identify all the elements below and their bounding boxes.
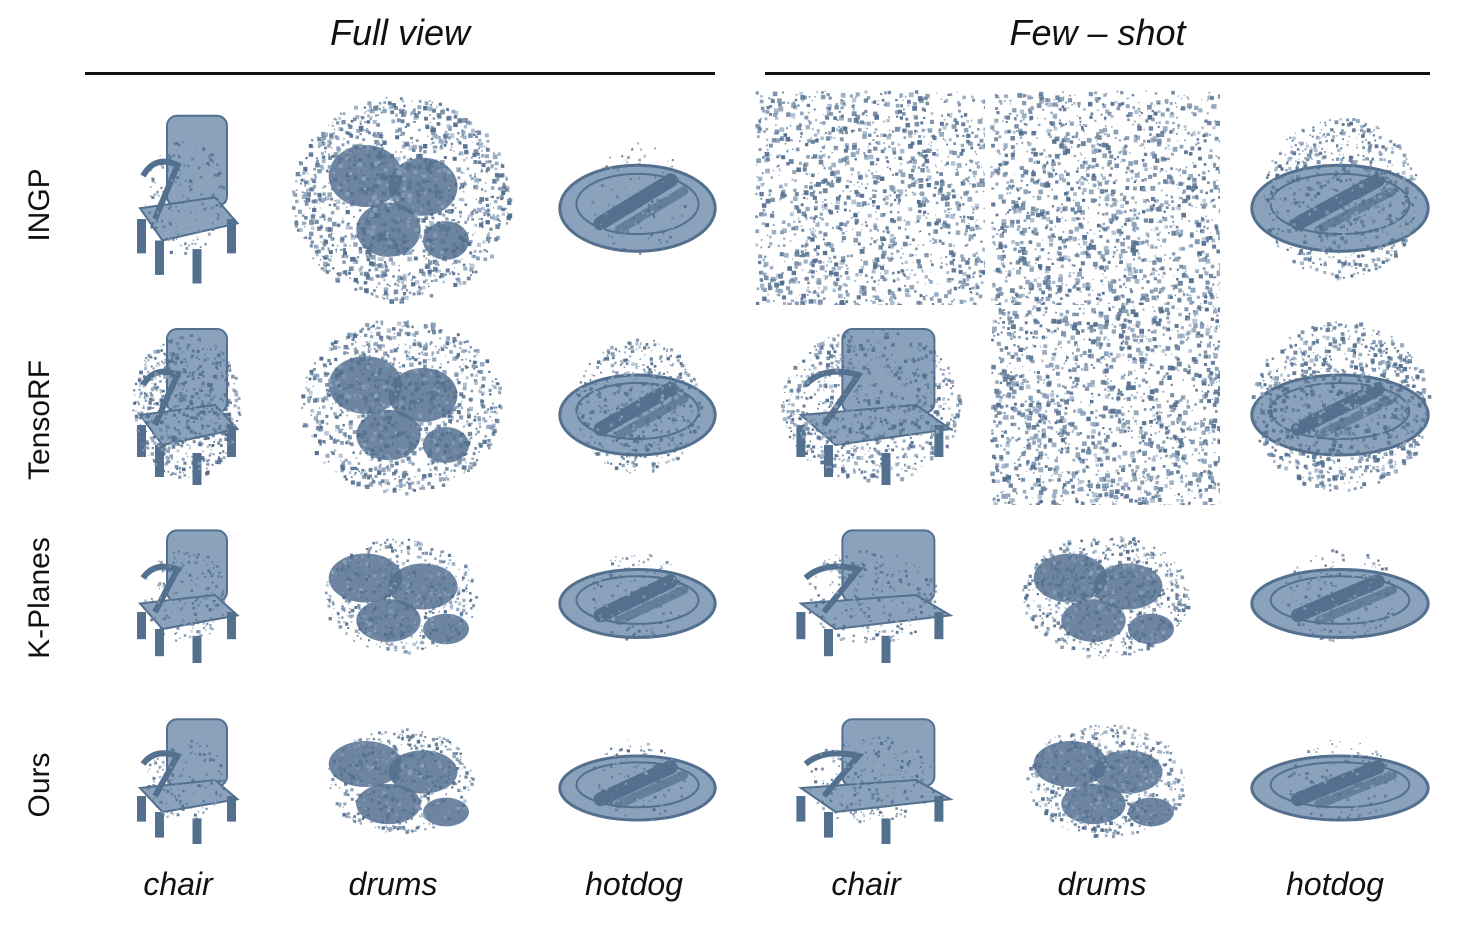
col-label-few-hotdog: hotdog xyxy=(1286,866,1384,902)
point-cloud-render xyxy=(328,728,475,834)
point-cloud-render xyxy=(796,529,954,663)
recon-tensorf-full-drums xyxy=(285,305,515,505)
group-title-full-view: Full view xyxy=(329,12,471,53)
point-cloud-render xyxy=(291,97,513,304)
recon-ingp-full-chair xyxy=(110,90,260,305)
point-cloud-render xyxy=(132,328,242,485)
col-label-full-drums: drums xyxy=(348,866,438,902)
recon-ingp-few-drums xyxy=(990,90,1220,305)
col-label-few-chair: chair xyxy=(831,866,901,902)
point-cloud-render xyxy=(990,90,1220,305)
point-cloud-render xyxy=(755,90,985,305)
recon-tensorf-few-hotdog xyxy=(1235,305,1445,505)
row-label-kplanes: K-Planes xyxy=(23,537,56,659)
recon-ours-few-chair xyxy=(755,700,985,860)
recon-ingp-few-hotdog xyxy=(1235,90,1445,305)
point-cloud-render xyxy=(137,114,240,284)
point-cloud-render xyxy=(325,538,478,655)
recon-kplanes-few-hotdog xyxy=(1235,510,1445,680)
point-cloud-render xyxy=(796,718,954,844)
point-cloud-render xyxy=(1022,535,1191,659)
point-cloud-render xyxy=(780,328,963,485)
group-title-few-shot: Few – shot xyxy=(1009,12,1186,53)
group-rule-few-shot xyxy=(765,72,1430,75)
recon-ours-few-hotdog xyxy=(1235,700,1445,860)
recon-ours-full-chair xyxy=(110,700,260,860)
point-cloud-render xyxy=(558,553,717,641)
point-cloud-render xyxy=(558,142,717,255)
point-cloud-render xyxy=(558,338,717,474)
point-cloud-render xyxy=(1250,321,1432,492)
recon-tensorf-few-chair xyxy=(755,305,985,505)
recon-kplanes-few-chair xyxy=(755,510,985,680)
recon-kplanes-full-chair xyxy=(110,510,260,680)
recon-kplanes-full-hotdog xyxy=(545,510,730,680)
col-label-few-drums: drums xyxy=(1057,866,1147,902)
recon-tensorf-full-hotdog xyxy=(545,305,730,505)
recon-ours-full-hotdog xyxy=(545,700,730,860)
row-label-tensorf: TensoRF xyxy=(23,359,56,481)
recon-ours-few-drums xyxy=(990,700,1220,860)
row-label-ours: Ours xyxy=(23,752,56,818)
point-cloud-render xyxy=(1250,118,1430,281)
col-label-full-hotdog: hotdog xyxy=(585,866,683,902)
point-cloud-render xyxy=(300,320,503,496)
point-cloud-render xyxy=(990,305,1220,505)
point-cloud-render xyxy=(1250,739,1430,822)
recon-kplanes-full-drums xyxy=(285,510,515,680)
recon-ingp-few-chair xyxy=(755,90,985,305)
recon-tensorf-full-chair xyxy=(110,305,260,505)
recon-ours-full-drums xyxy=(285,700,515,860)
group-rule-full-view xyxy=(85,72,715,75)
recon-ingp-full-drums xyxy=(285,90,515,305)
recon-ingp-full-hotdog xyxy=(545,90,730,305)
point-cloud-render xyxy=(1250,549,1430,643)
point-cloud-render xyxy=(137,718,240,844)
point-cloud-render xyxy=(137,529,240,663)
col-label-full-chair: chair xyxy=(143,866,213,902)
row-label-ingp: INGP xyxy=(23,168,56,242)
point-cloud-render xyxy=(1026,724,1185,839)
recon-kplanes-few-drums xyxy=(990,510,1220,680)
recon-tensorf-few-drums xyxy=(990,305,1220,505)
point-cloud-render xyxy=(558,739,717,822)
